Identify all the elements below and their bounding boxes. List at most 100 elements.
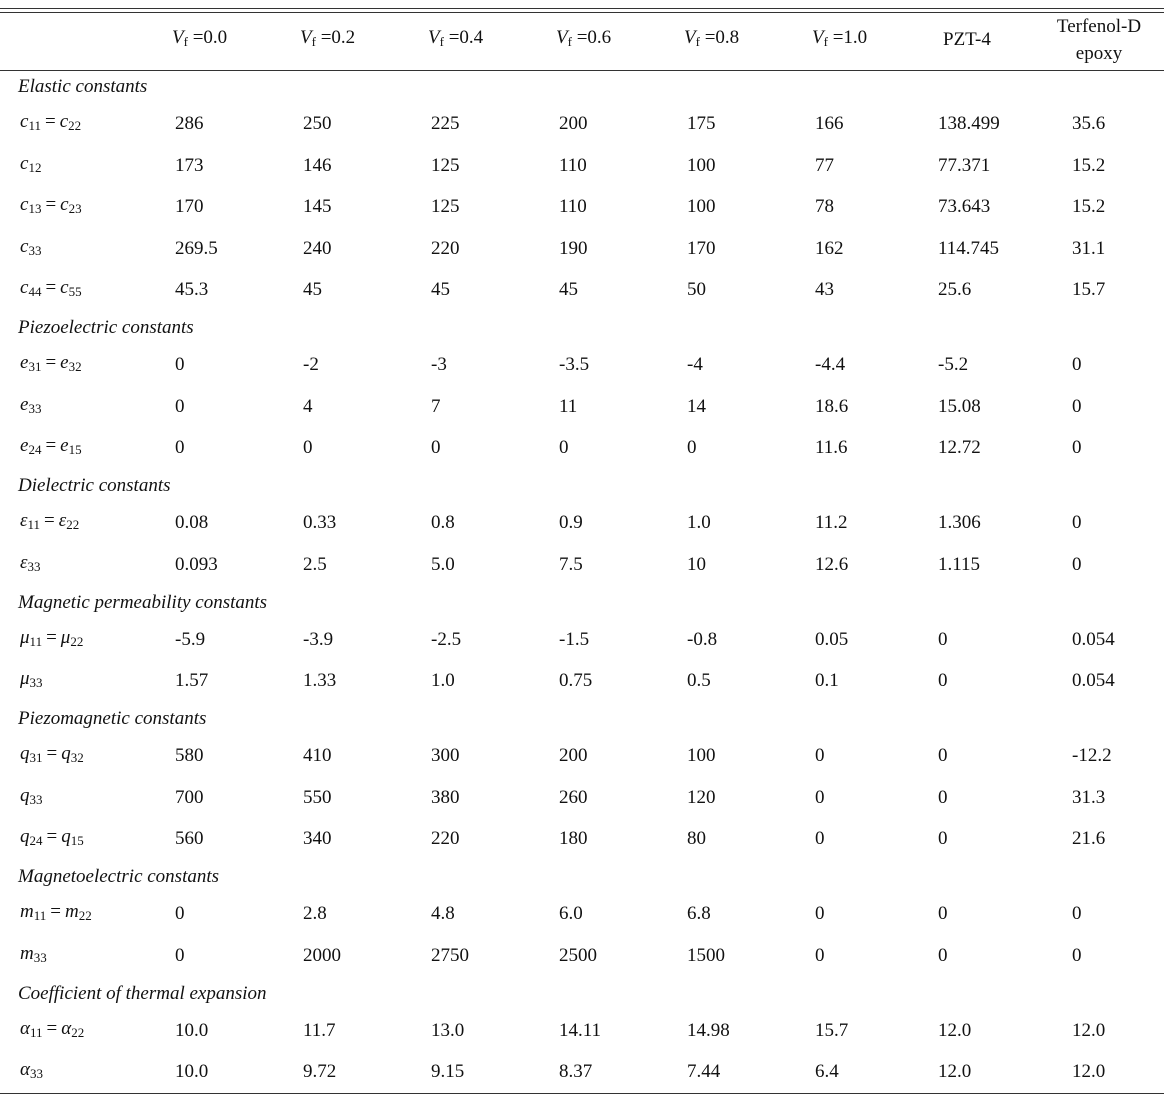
cell: 138.499	[938, 113, 1000, 134]
symbol: c	[59, 111, 69, 132]
symbol: ε	[20, 551, 28, 573]
cell: 0	[815, 903, 825, 924]
symbol: q	[20, 826, 30, 847]
cell: 0.5	[687, 670, 711, 691]
symbol: ε	[58, 510, 67, 531]
subscript: 22	[70, 633, 84, 649]
cell: 0.05	[815, 628, 849, 650]
section-title: Elastic constants	[18, 76, 148, 97]
subscript: 31	[29, 750, 43, 765]
subscript: 32	[68, 359, 82, 374]
cell: 286	[175, 113, 204, 134]
cell: 190	[559, 237, 588, 259]
subscript: 11	[28, 118, 41, 133]
header-text: =0.2	[315, 27, 356, 48]
cell: 125	[431, 154, 460, 176]
subscript: 22	[66, 517, 80, 532]
header-cell: Vf =0.6	[556, 27, 611, 53]
cell: 50	[687, 279, 706, 300]
cell: 0.054	[1072, 628, 1115, 650]
section-title: Piezoelectric constants	[18, 317, 194, 338]
cell: 15.7	[1072, 279, 1106, 300]
cell: 0	[1072, 512, 1082, 533]
cell: 12.0	[938, 1019, 972, 1041]
cell: 146	[303, 154, 332, 176]
cell: 0	[687, 437, 697, 458]
operator: =	[50, 901, 61, 922]
cell: 12.6	[815, 553, 849, 575]
symbol: q	[20, 784, 30, 806]
row-label: μ11 = μ22	[20, 627, 83, 653]
operator: =	[45, 194, 57, 215]
cell: 410	[303, 745, 332, 766]
row-label: c11 = c22	[20, 111, 81, 137]
cell: 12.0	[938, 1061, 972, 1082]
cell: 0	[938, 828, 948, 849]
cell: 1.0	[687, 512, 711, 533]
cell: 260	[559, 786, 588, 808]
cell: 0	[175, 944, 185, 966]
cell: 0	[175, 395, 185, 417]
cell: 6.4	[815, 1061, 839, 1082]
symbol: α	[20, 1017, 30, 1039]
cell: 0	[1072, 395, 1082, 417]
cell: -3	[431, 354, 447, 375]
operator: =	[44, 510, 55, 531]
cell: 166	[815, 113, 844, 134]
cell: 15.7	[815, 1019, 849, 1041]
cell: 77.371	[938, 154, 991, 176]
cell: 0	[938, 903, 948, 924]
cell: -4.4	[815, 354, 846, 375]
cell: 2.5	[303, 553, 327, 575]
section-title: Magnetic permeability constants	[18, 591, 268, 613]
subscript: 33	[27, 558, 41, 574]
cell: 0	[559, 437, 569, 458]
cell: 340	[303, 828, 332, 849]
symbol: ε	[20, 510, 28, 531]
symbol: μ	[20, 668, 30, 689]
cell: 1.0	[431, 670, 455, 691]
cell: 6.8	[687, 903, 711, 924]
cell: 125	[431, 196, 460, 217]
subscript: 33	[29, 791, 43, 807]
cell: 0.08	[175, 512, 209, 533]
header-text: =0.0	[187, 27, 228, 48]
symbol: e	[60, 352, 69, 373]
subscript: 11	[27, 517, 41, 532]
subscript: 33	[29, 1066, 43, 1081]
header-rule	[0, 70, 1164, 71]
header-line: Terfenol-D	[1056, 16, 1142, 37]
symbol: q	[61, 743, 71, 764]
row-label: e31 = e32	[20, 352, 82, 378]
symbol: e	[20, 435, 29, 456]
cell: 0	[815, 745, 825, 766]
cell: 14.98	[687, 1019, 730, 1041]
symbol: q	[20, 743, 30, 764]
cell: 0	[815, 828, 825, 849]
header-symbol: V	[556, 27, 568, 48]
header-symbol: V	[684, 27, 696, 48]
cell: 6.0	[559, 903, 583, 924]
header-subscript: f	[823, 34, 828, 49]
cell: 0	[1072, 903, 1082, 924]
subscript: 33	[28, 242, 42, 258]
cell: 0.054	[1072, 670, 1115, 691]
cell: 11.6	[815, 437, 848, 458]
section-title: Piezomagnetic constants	[18, 708, 207, 729]
row-label: ε33	[20, 552, 41, 578]
cell: 45	[559, 279, 578, 300]
cell: 12.72	[938, 437, 981, 458]
cell: 10	[687, 553, 706, 575]
cell: 15.2	[1072, 154, 1106, 176]
row-label: c44 = c55	[20, 277, 82, 303]
cell: 180	[559, 828, 588, 849]
cell: 700	[175, 786, 204, 808]
cell: 0.9	[559, 512, 583, 533]
cell: 1500	[687, 944, 725, 966]
header-subscript: f	[311, 34, 316, 49]
cell: 31.1	[1072, 237, 1106, 259]
subscript: 55	[68, 284, 82, 299]
symbol: μ	[60, 626, 71, 648]
row-label: m33	[20, 943, 47, 969]
